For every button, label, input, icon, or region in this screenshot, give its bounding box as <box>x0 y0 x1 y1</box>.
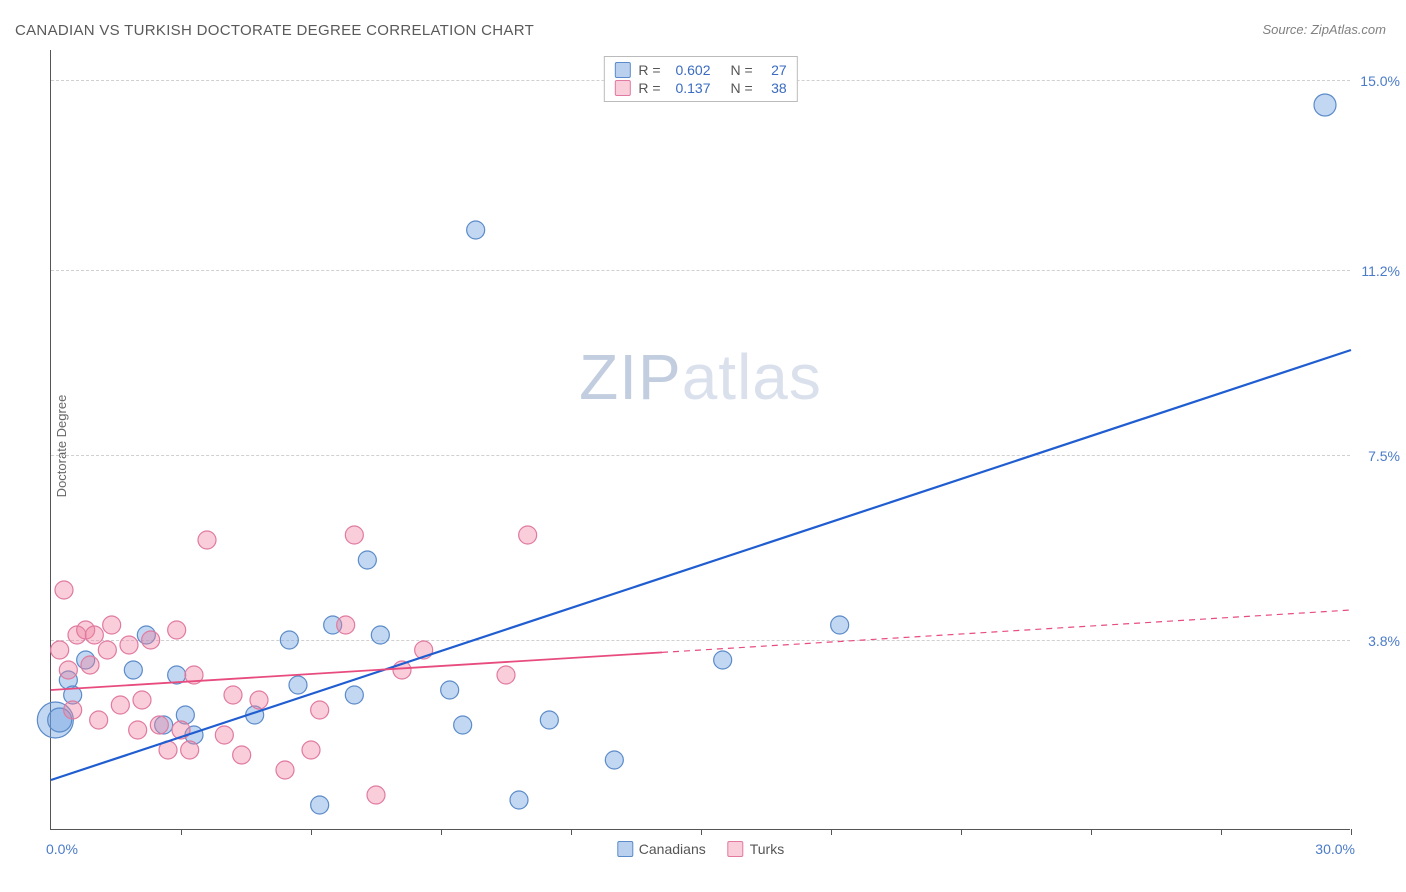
ytick-label: 3.8% <box>1354 633 1400 649</box>
data-point-turks <box>215 726 233 744</box>
data-point-turks <box>150 716 168 734</box>
source-name: ZipAtlas.com <box>1311 22 1386 37</box>
data-point-turks <box>85 626 103 644</box>
data-point-canadians <box>714 651 732 669</box>
xtick <box>701 829 702 835</box>
xtick <box>571 829 572 835</box>
data-point-turks <box>181 741 199 759</box>
data-point-turks <box>90 711 108 729</box>
data-point-canadians <box>289 676 307 694</box>
ytick-label: 15.0% <box>1354 73 1400 89</box>
data-point-canadians <box>280 631 298 649</box>
legend-series: Canadians Turks <box>617 841 784 857</box>
ytick-label: 7.5% <box>1354 448 1400 464</box>
data-point-canadians <box>510 791 528 809</box>
legend-item-canadians: Canadians <box>617 841 706 857</box>
plot-area: ZIPatlas 15.0%11.2%7.5%3.8% R = 0.602 N … <box>50 50 1350 830</box>
data-point-turks <box>64 701 82 719</box>
data-point-turks <box>142 631 160 649</box>
data-point-canadians <box>1314 94 1336 116</box>
legend-item-turks: Turks <box>728 841 784 857</box>
data-point-canadians <box>441 681 459 699</box>
ytick-label: 11.2% <box>1354 263 1400 279</box>
data-point-turks <box>55 581 73 599</box>
data-point-canadians <box>371 626 389 644</box>
chart-title: CANADIAN VS TURKISH DOCTORATE DEGREE COR… <box>15 22 534 39</box>
xtick <box>831 829 832 835</box>
data-point-turks <box>302 741 320 759</box>
data-point-turks <box>51 641 69 659</box>
data-point-turks <box>345 526 363 544</box>
swatch-canadians-bottom <box>617 841 633 857</box>
source-prefix: Source: <box>1262 22 1310 37</box>
xtick <box>441 829 442 835</box>
data-point-turks <box>224 686 242 704</box>
chart-svg <box>51 50 1350 829</box>
regression-line-dashed-turks <box>662 610 1351 652</box>
data-point-turks <box>111 696 129 714</box>
data-point-canadians <box>605 751 623 769</box>
xtick <box>1221 829 1222 835</box>
data-point-turks <box>81 656 99 674</box>
data-point-turks <box>233 746 251 764</box>
legend-label-1: Turks <box>750 841 784 857</box>
data-point-turks <box>129 721 147 739</box>
data-point-canadians <box>454 716 472 734</box>
data-point-turks <box>367 786 385 804</box>
data-point-turks <box>519 526 537 544</box>
data-point-canadians <box>540 711 558 729</box>
x-axis-max-label: 30.0% <box>1315 841 1355 857</box>
legend-label-0: Canadians <box>639 841 706 857</box>
xtick <box>311 829 312 835</box>
xtick <box>1091 829 1092 835</box>
data-point-turks <box>497 666 515 684</box>
swatch-turks-bottom <box>728 841 744 857</box>
data-point-turks <box>168 621 186 639</box>
data-point-canadians <box>358 551 376 569</box>
source-label: Source: ZipAtlas.com <box>1262 22 1386 37</box>
data-point-turks <box>98 641 116 659</box>
data-point-canadians <box>467 221 485 239</box>
xtick <box>1351 829 1352 835</box>
data-point-turks <box>59 661 77 679</box>
data-point-canadians <box>124 661 142 679</box>
data-point-turks <box>337 616 355 634</box>
regression-line-canadians <box>51 350 1351 780</box>
data-point-turks <box>133 691 151 709</box>
xtick <box>181 829 182 835</box>
data-point-turks <box>276 761 294 779</box>
data-point-canadians <box>831 616 849 634</box>
x-axis-min-label: 0.0% <box>46 841 78 857</box>
data-point-canadians <box>311 796 329 814</box>
data-point-turks <box>198 531 216 549</box>
data-point-turks <box>120 636 138 654</box>
data-point-canadians <box>345 686 363 704</box>
data-point-turks <box>250 691 268 709</box>
chart-container: CANADIAN VS TURKISH DOCTORATE DEGREE COR… <box>0 0 1406 892</box>
data-point-turks <box>311 701 329 719</box>
xtick <box>961 829 962 835</box>
data-point-turks <box>103 616 121 634</box>
